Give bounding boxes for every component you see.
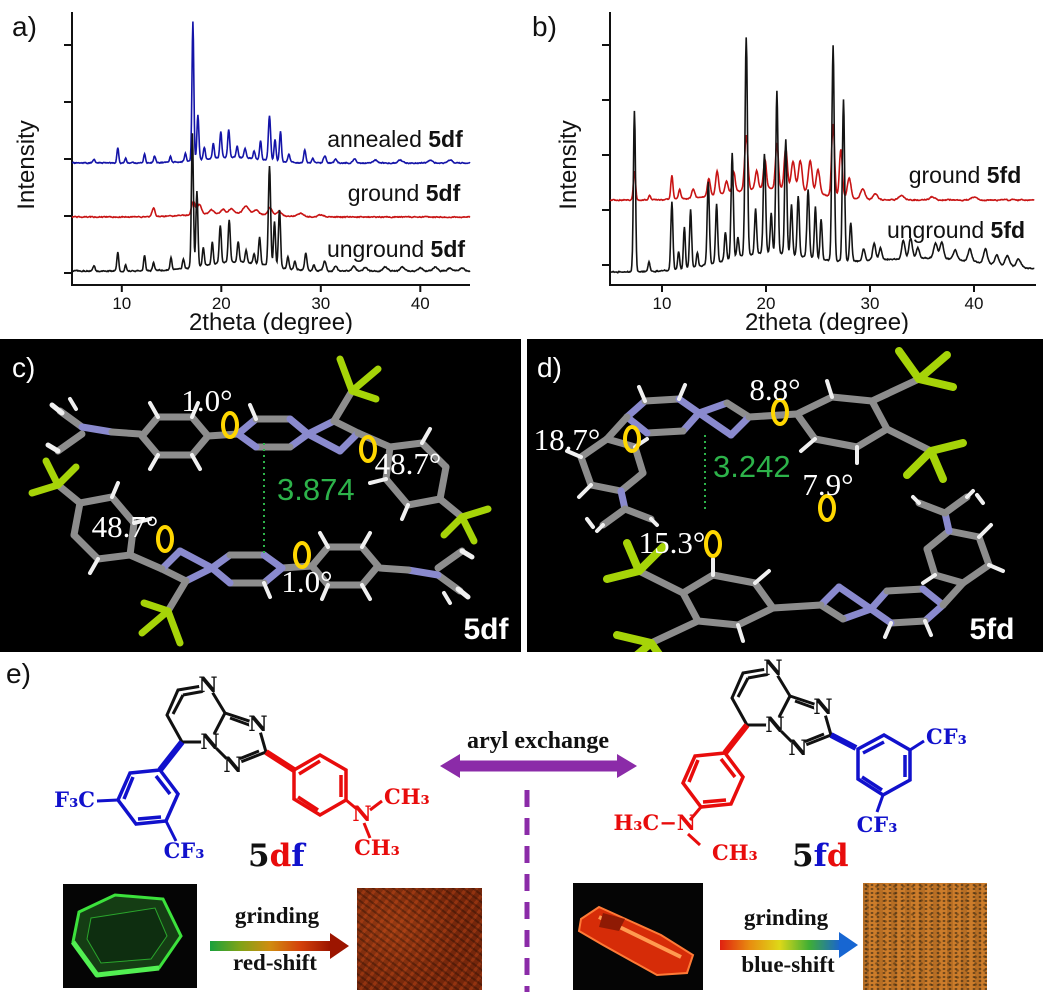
core-nitrogen-labels: N N N N bbox=[763, 655, 832, 760]
blueshift-label: blue-shift bbox=[741, 952, 835, 977]
svg-text:N: N bbox=[765, 712, 784, 737]
torsion-angle-top: 8.8° bbox=[749, 372, 800, 407]
pi-distance-value: 3.874 bbox=[277, 472, 355, 507]
aryl-exchange-label: aryl exchange bbox=[467, 728, 609, 754]
bis-cf3-phenyl-ring bbox=[856, 732, 925, 813]
panel-a-xtick-40: 40 bbox=[411, 294, 430, 313]
panel-b-xrd-chart: b) 10 20 30 40 Intensity 2theta (degree)… bbox=[532, 11, 1036, 334]
torsion-angle-left: 18.7° bbox=[534, 422, 601, 457]
photo-red-crystal-5fd bbox=[573, 883, 703, 990]
panel-c-crystal-structure: c) 1.0° 48.7° 48.7° 1.0° 3.874 5df bbox=[0, 339, 521, 652]
trace-unground-5fd bbox=[609, 37, 1035, 274]
panel-a-x-ticks bbox=[120, 285, 422, 292]
trace-ground-5fd bbox=[609, 123, 1035, 202]
torsion-angle-mid: 7.9° bbox=[802, 467, 853, 502]
panel-c-label: c) bbox=[12, 352, 35, 383]
torsion-angle-bottom: 15.3° bbox=[639, 525, 706, 560]
panel-b-label: b) bbox=[532, 11, 557, 42]
trace-label-ground-5fd: ground 5fd bbox=[909, 162, 1022, 188]
bond-core-red-aryl bbox=[264, 749, 296, 773]
panel-a-label: a) bbox=[12, 11, 37, 42]
panel-e-scheme: N N N N F₃C CF₃ N CH₃ CH₃ 5df bbox=[54, 655, 967, 992]
svg-text:N: N bbox=[223, 752, 242, 777]
torsion-angle-bottom: 1.0° bbox=[281, 564, 332, 599]
panel-b-x-ticks bbox=[661, 285, 975, 292]
photo-ground-powder-5df bbox=[357, 888, 482, 990]
grinding-label-left: grinding bbox=[234, 903, 320, 928]
trace-annealed-5df bbox=[71, 21, 471, 165]
trace-unground-5df bbox=[71, 133, 471, 273]
panel-b-axes bbox=[609, 12, 1036, 286]
panel-b-xtick-30: 30 bbox=[861, 294, 880, 313]
cf3-label: CF₃ bbox=[164, 838, 205, 863]
blueshift-gradient-arrow-icon bbox=[720, 932, 858, 958]
torsion-angle-left: 48.7° bbox=[92, 509, 159, 544]
ch3-label: CH₃ bbox=[712, 840, 758, 865]
panel-a-xlabel: 2theta (degree) bbox=[189, 309, 353, 334]
dimethylamino-phenyl-ring bbox=[680, 751, 746, 847]
bond-core-blue-aryl bbox=[157, 740, 185, 772]
redshift-label: red-shift bbox=[233, 950, 317, 975]
panel-a-xtick-20: 20 bbox=[212, 294, 231, 313]
core-nitrogen-labels: N N N N bbox=[198, 672, 267, 777]
trace-label-annealed-5df: annealed 5df bbox=[327, 126, 463, 152]
svg-text:N: N bbox=[248, 711, 267, 736]
panel-e-label: e) bbox=[6, 658, 31, 689]
panel-a-xtick-10: 10 bbox=[112, 294, 131, 313]
amine-n-label: N bbox=[352, 801, 371, 826]
double-arrow-icon bbox=[440, 754, 637, 778]
bond-core-blue-aryl bbox=[829, 732, 858, 751]
panel-a-y-ticks bbox=[64, 44, 72, 274]
redshift-gradient-arrow-icon bbox=[210, 933, 349, 959]
cf3-label: CF₃ bbox=[857, 812, 898, 837]
torsion-marker-icons bbox=[156, 411, 377, 569]
compound-name-5fd: 5fd bbox=[792, 838, 849, 874]
panel-b-xlabel: 2theta (degree) bbox=[745, 309, 909, 334]
panel-d-crystal-structure: d) 8.8° 18.7° 7.9° 15.3° 3.242 5fd bbox=[527, 339, 1043, 652]
svg-text:N: N bbox=[200, 729, 219, 754]
panel-b-xtick-10: 10 bbox=[653, 294, 672, 313]
panel-d-label: d) bbox=[537, 352, 562, 383]
molecule-2d-5df: N N N N F₃C CF₃ N CH₃ CH₃ 5df bbox=[54, 672, 430, 874]
photo-green-crystal-5df bbox=[63, 884, 197, 988]
svg-text:N: N bbox=[813, 694, 832, 719]
photo-ground-powder-5fd bbox=[863, 883, 987, 990]
panel-a-xtick-30: 30 bbox=[311, 294, 330, 313]
compound-tag-5df: 5df bbox=[464, 613, 510, 646]
trace-label-unground-5df: unground 5df bbox=[327, 236, 465, 262]
svg-text:N: N bbox=[788, 735, 807, 760]
trace-label-ground-5df: ground 5df bbox=[348, 180, 461, 206]
panel-a-xrd-chart: a) 10 20 30 40 Intensity 2theta (degree)… bbox=[12, 11, 471, 334]
dimethylamino-phenyl-ring bbox=[292, 752, 383, 839]
h3c-n-label: H₃C−N bbox=[613, 810, 696, 835]
grinding-label-right: grinding bbox=[743, 905, 829, 930]
panel-b-xtick-40: 40 bbox=[965, 294, 984, 313]
pi-distance-value: 3.242 bbox=[713, 449, 791, 484]
panel-b-y-ticks bbox=[602, 44, 610, 266]
torsion-angle-right: 48.7° bbox=[375, 446, 442, 481]
torsion-marker-icons bbox=[623, 398, 836, 558]
bond-core-red-aryl bbox=[722, 723, 750, 755]
ch3-label: CH₃ bbox=[354, 835, 400, 860]
cf3-label: CF₃ bbox=[926, 724, 967, 749]
f3c-label: F₃C bbox=[54, 787, 95, 812]
trace-label-unground-5fd: unground 5fd bbox=[887, 217, 1025, 243]
compound-name-5df: 5df bbox=[248, 838, 306, 874]
panel-b-xtick-20: 20 bbox=[757, 294, 776, 313]
panel-a-ylabel: Intensity bbox=[13, 120, 40, 209]
svg-text:N: N bbox=[763, 655, 782, 680]
ch3-label: CH₃ bbox=[384, 784, 430, 809]
torsion-angle-top: 1.0° bbox=[181, 383, 232, 418]
panel-b-ylabel: Intensity bbox=[555, 120, 582, 209]
svg-text:N: N bbox=[198, 672, 217, 697]
bis-cf3-phenyl-ring bbox=[96, 768, 181, 842]
molecule-sticks-5df-dimer bbox=[28, 355, 492, 647]
molecule-sticks-5fd-dimer bbox=[565, 347, 1005, 652]
molecule-2d-5fd: N N N N H₃C−N CH₃ CF₃ CF₃ 5fd bbox=[613, 655, 966, 874]
red-crystal-shape bbox=[577, 905, 695, 977]
compound-tag-5fd: 5fd bbox=[970, 613, 1015, 646]
